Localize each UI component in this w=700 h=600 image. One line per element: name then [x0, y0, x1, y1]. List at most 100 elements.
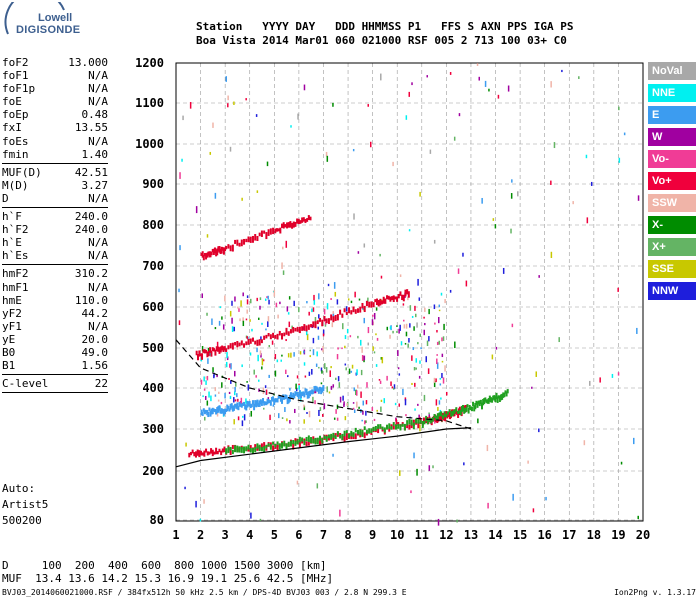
trace-point [292, 326, 295, 333]
trace-point [234, 239, 237, 244]
trace-point [247, 338, 250, 345]
trace-point [201, 353, 204, 360]
echo-point [258, 379, 260, 382]
trace-point [213, 451, 216, 455]
trace-point [221, 448, 224, 453]
param-value: N/A [88, 69, 108, 83]
trace-point [455, 407, 458, 412]
param-value: 240.0 [74, 210, 108, 224]
trace-point [291, 222, 294, 229]
echo-point [411, 355, 413, 361]
trace-point [254, 340, 257, 345]
trace-point [304, 218, 307, 224]
header-values: Boa Vista 2014 Mar01 060 021000 RSF 005 … [196, 34, 567, 47]
trace-point [224, 408, 227, 415]
echo-point [314, 317, 317, 322]
param-name: D [2, 191, 9, 205]
echo-point [433, 304, 436, 310]
trace-point [238, 242, 241, 247]
trace-point [247, 401, 250, 407]
echo-point [367, 327, 370, 334]
echo-point [331, 322, 334, 328]
trace-point [210, 252, 213, 256]
trace-point [220, 408, 223, 414]
y-tick-label: 600 [142, 300, 164, 314]
trace-point [258, 444, 261, 452]
trace-point [406, 424, 409, 429]
echo-point [349, 335, 352, 338]
trace-point [215, 447, 218, 455]
echo-point [344, 416, 347, 421]
trace-point [218, 448, 221, 453]
echo-point [527, 460, 529, 464]
trace-point [325, 318, 328, 324]
echo-point [334, 291, 337, 297]
echo-point [206, 312, 208, 316]
echo-point [297, 113, 299, 120]
trace-point [294, 438, 297, 443]
echo-point [372, 314, 374, 317]
echo-point [453, 136, 456, 141]
trace-point [212, 408, 215, 412]
echo-point [371, 319, 374, 326]
echo-point [463, 462, 465, 466]
echo-point [405, 115, 408, 120]
echo-point [394, 402, 397, 406]
trace-point [363, 305, 366, 313]
trace-point [311, 389, 314, 395]
echo-point [318, 409, 320, 417]
echo-point [274, 370, 277, 377]
echo-point [267, 321, 269, 328]
echo-point [413, 452, 415, 459]
trace-point [211, 248, 214, 253]
echo-point [229, 395, 232, 399]
trace-point [309, 216, 312, 221]
echo-point [290, 125, 292, 128]
trace-point [207, 350, 210, 357]
trace-point [312, 321, 315, 328]
echo-point [274, 354, 277, 360]
trace-point [209, 410, 212, 417]
echo-point [379, 380, 382, 384]
echo-point [240, 300, 242, 307]
echo-point [433, 381, 436, 388]
echo-point [201, 293, 203, 299]
echo-point [531, 386, 533, 389]
lowell-digisonde-logo: Lowell DIGISONDE [2, 0, 80, 48]
trace-point [488, 395, 491, 402]
echo-point [344, 335, 347, 340]
trace-point [446, 411, 449, 415]
echo-point [239, 401, 242, 405]
auto-label: Auto: [2, 482, 36, 495]
echo-point [195, 500, 197, 508]
trace-point [282, 394, 285, 400]
trace-point [399, 424, 402, 431]
x-tick-label: 9 [369, 528, 376, 542]
trace-point [348, 433, 351, 439]
echo-point [308, 311, 310, 316]
trace-point [236, 445, 239, 453]
echo-point [221, 316, 223, 320]
echo-point [375, 333, 377, 336]
trace-point [240, 340, 243, 346]
trace-point [264, 401, 267, 406]
echo-point [487, 502, 489, 509]
trace-point [343, 435, 346, 442]
echo-point [344, 345, 346, 349]
echo-point [242, 292, 244, 297]
echo-point [322, 345, 324, 353]
echo-point [441, 337, 443, 342]
trace-point [463, 407, 466, 414]
param-row: B1 1.56 [2, 359, 108, 372]
legend-item: NNW [648, 282, 696, 300]
echo-point [380, 406, 382, 412]
trace-point [487, 398, 490, 404]
param-value: N/A [88, 134, 108, 148]
param-name: foF1 [2, 69, 29, 83]
trace-point [313, 386, 316, 392]
param-row: foEp 0.48 [2, 108, 108, 121]
trace-point [269, 444, 272, 450]
echo-point [361, 346, 363, 353]
echo-point [590, 181, 593, 186]
echo-point [233, 397, 235, 403]
